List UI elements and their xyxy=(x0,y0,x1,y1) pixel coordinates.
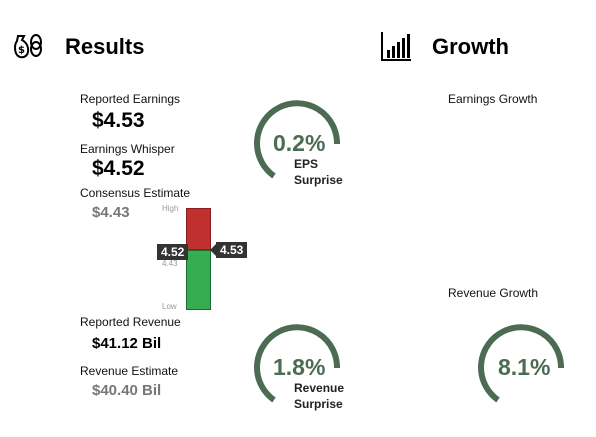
revenue-surprise-caption-line2: Surprise xyxy=(294,397,343,411)
money-bag-coins-icon: $ xyxy=(12,31,44,61)
range-consensus-tick: 4.43 xyxy=(162,259,178,268)
consensus-estimate-value: $4.43 xyxy=(92,204,130,221)
growth-title: Growth xyxy=(432,34,509,59)
revenue-surprise-percent: 1.8% xyxy=(273,354,326,380)
earnings-whisper-value: $4.52 xyxy=(92,157,145,180)
range-high-label: High xyxy=(162,204,179,213)
revenue-growth-gauge: 8.1% xyxy=(478,321,564,407)
earnings-whisper-label: Earnings Whisper xyxy=(80,142,175,156)
revenue-surprise-gauge: 1.8% Revenue Surprise xyxy=(254,321,344,411)
reported-earnings-value: $4.53 xyxy=(92,109,145,132)
revenue-estimate-label: Revenue Estimate xyxy=(80,364,179,378)
eps-surprise-caption-line1: EPS xyxy=(294,157,319,171)
reported-revenue-value: $41.12 Bil xyxy=(92,335,162,352)
revenue-estimate-value: $40.40 Bil xyxy=(92,382,162,399)
revenue-surprise-caption-line1: Revenue xyxy=(294,381,345,395)
svg-text:$: $ xyxy=(18,45,25,56)
eps-surprise-gauge: 0.2% EPS Surprise xyxy=(254,97,343,187)
revenue-growth-percent: 8.1% xyxy=(498,354,551,380)
reported-revenue-label: Reported Revenue xyxy=(80,315,181,329)
results-title: Results xyxy=(65,34,145,59)
range-bar-above xyxy=(186,208,211,250)
earnings-growth-label: Earnings Growth xyxy=(448,92,538,106)
reported-tag: 4.53 xyxy=(216,242,248,258)
range-bar-below xyxy=(186,250,211,310)
consensus-estimate-label: Consensus Estimate xyxy=(80,186,191,200)
whisper-tag: 4.52 xyxy=(157,244,189,260)
reported-tag-pointer xyxy=(210,244,216,256)
bar-chart-icon xyxy=(379,30,413,62)
revenue-growth-label: Revenue Growth xyxy=(448,286,539,300)
eps-surprise-percent: 0.2% xyxy=(273,130,326,156)
reported-earnings-label: Reported Earnings xyxy=(80,92,181,106)
range-low-label: Low xyxy=(162,302,177,311)
eps-surprise-caption-line2: Surprise xyxy=(294,173,343,187)
